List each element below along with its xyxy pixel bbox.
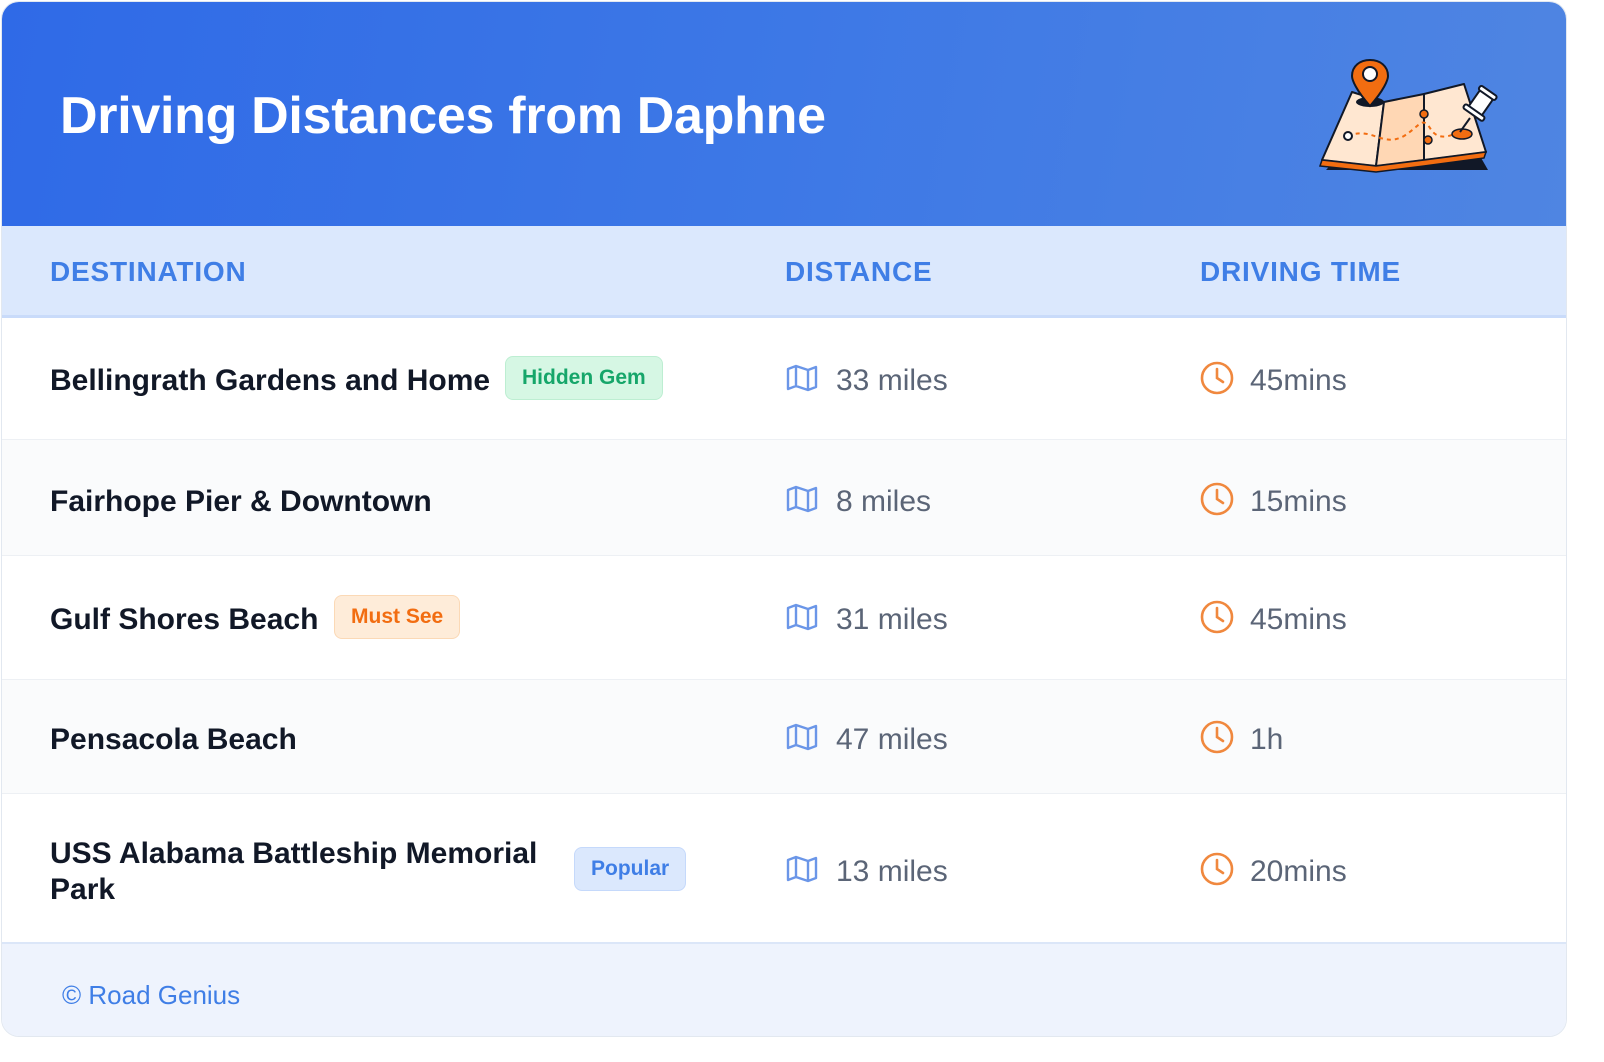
clock-icon xyxy=(1200,720,1234,754)
table-row: Bellingrath Gardens and Home Hidden Gem … xyxy=(2,318,1566,440)
driving-time-value: 20mins xyxy=(1250,855,1347,888)
page-title: Driving Distances from Daphne xyxy=(60,87,826,145)
card-header: Driving Distances from Daphne xyxy=(2,2,1566,226)
destination-name: Bellingrath Gardens and Home xyxy=(50,364,491,397)
table-row: Gulf Shores Beach Must See 31 miles 45mi… xyxy=(2,556,1566,680)
clock-icon xyxy=(1200,600,1234,634)
clock-icon xyxy=(1200,852,1234,886)
distance-value: 31 miles xyxy=(836,603,948,636)
map-with-pins-icon xyxy=(1318,58,1498,173)
hidden-gem-badge: Hidden Gem xyxy=(505,356,663,400)
driving-time-value: 1h xyxy=(1250,723,1284,756)
table-row: Fairhope Pier & Downtown 8 miles 15mins xyxy=(2,440,1566,556)
map-icon xyxy=(786,723,818,751)
destination-name: USS Alabama Battleship Memorial Park xyxy=(50,837,538,906)
table-header: DESTINATION DISTANCE DRIVING TIME xyxy=(2,226,1566,318)
table-row: USS Alabama Battleship Memorial Park Pop… xyxy=(2,794,1566,942)
destination-name: Pensacola Beach xyxy=(50,723,297,756)
clock-icon xyxy=(1200,482,1234,516)
popular-badge: Popular xyxy=(574,847,687,891)
destination-name: Fairhope Pier & Downtown xyxy=(50,485,432,518)
must-see-badge: Must See xyxy=(334,595,461,639)
column-header-distance: DISTANCE xyxy=(785,256,933,287)
map-icon xyxy=(786,603,818,631)
column-header-destination: DESTINATION xyxy=(50,256,247,287)
clock-icon xyxy=(1200,361,1234,395)
footer-credit-link[interactable]: © Road Genius xyxy=(62,980,241,1010)
distance-value: 13 miles xyxy=(836,855,948,888)
map-icon xyxy=(786,855,818,883)
map-icon xyxy=(786,485,818,513)
column-header-driving-time: DRIVING TIME xyxy=(1200,256,1401,287)
driving-time-value: 15mins xyxy=(1250,485,1347,518)
table-row: Pensacola Beach 47 miles 1h xyxy=(2,680,1566,794)
distance-value: 8 miles xyxy=(836,485,932,518)
map-icon xyxy=(786,364,818,392)
driving-time-value: 45mins xyxy=(1250,364,1347,397)
distance-value: 47 miles xyxy=(836,723,948,756)
distance-card: Driving Distances from Daphne xyxy=(1,1,1567,1037)
destination-name: Gulf Shores Beach xyxy=(50,603,319,636)
distance-value: 33 miles xyxy=(836,364,948,397)
card-footer: © Road Genius xyxy=(2,942,1566,1036)
driving-time-value: 45mins xyxy=(1250,603,1347,636)
